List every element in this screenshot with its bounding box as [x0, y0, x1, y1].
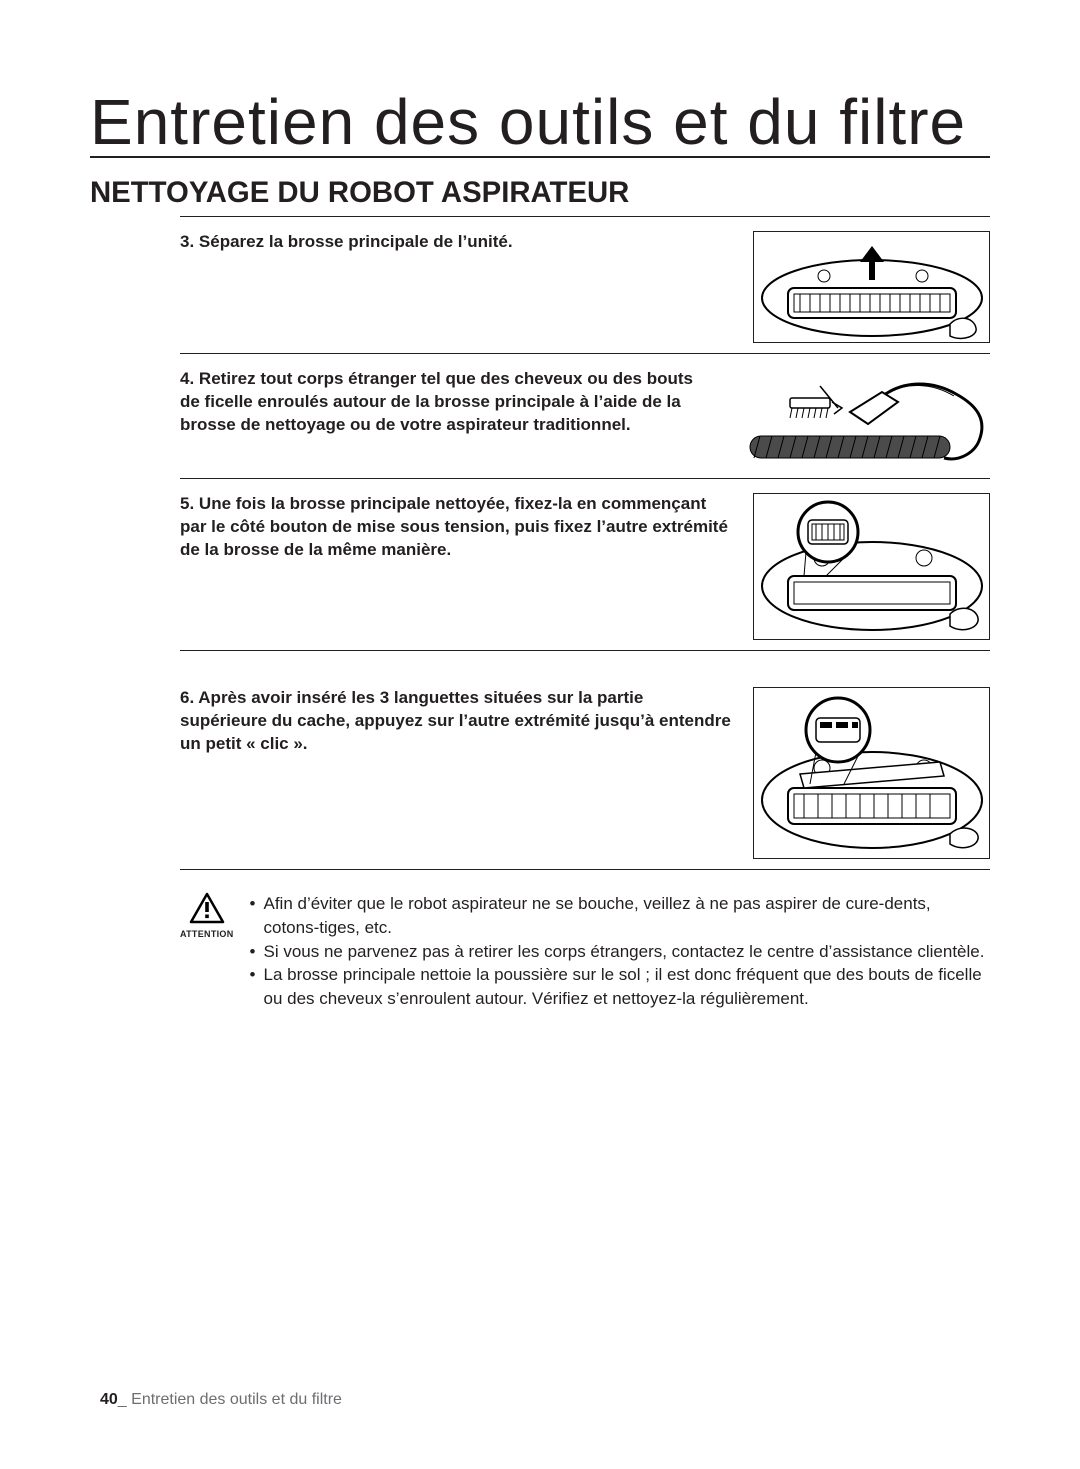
bullet-marker: •: [250, 940, 256, 964]
bullet-item: • Si vous ne parvenez pas à retirer les …: [250, 940, 990, 964]
step-body: Séparez la brosse principale de l’unité.: [199, 232, 513, 251]
bullet-text: Si vous ne parvenez pas à retirer les co…: [263, 940, 984, 964]
section-heading: NETTOYAGE DU ROBOT ASPIRATEUR: [90, 176, 990, 210]
step-number: 6.: [180, 688, 194, 707]
page-number: 40: [100, 1391, 118, 1408]
step-row: 5. Une fois la brosse principale nettoyé…: [180, 479, 990, 650]
step-body: Une fois la brosse principale nettoyée, …: [180, 494, 728, 559]
robot-illustration-icon: [754, 232, 989, 342]
figure-robot-insert-brush: [753, 493, 990, 640]
attention-block: ATTENTION • Afin d’éviter que le robot a…: [180, 870, 990, 1011]
footer-text: Entretien des outils et du filtre: [131, 1391, 342, 1408]
manual-page: Entretien des outils et du filtre NETTOY…: [0, 0, 1080, 1469]
step-row: 4. Retirez tout corps étranger tel que d…: [180, 354, 990, 478]
step-figure: [730, 368, 990, 468]
step-text: 3. Séparez la brosse principale de l’uni…: [180, 231, 733, 254]
steps-column: 3. Séparez la brosse principale de l’uni…: [180, 216, 990, 1011]
page-title: Entretien des outils et du filtre: [90, 90, 990, 158]
warning-triangle-icon: [189, 892, 225, 924]
attention-icon-block: ATTENTION: [180, 892, 234, 939]
step-figure: [753, 231, 990, 343]
step-body: Après avoir inséré les 3 languettes situ…: [180, 688, 731, 753]
step-number: 4.: [180, 369, 194, 388]
figure-robot-remove-brush: [753, 231, 990, 343]
bullet-item: • Afin d’éviter que le robot aspirateur …: [250, 892, 990, 940]
step-number: 3.: [180, 232, 194, 251]
step-row: 6. Après avoir inséré les 3 languettes s…: [180, 673, 990, 869]
bullet-text: La brosse principale nettoie la poussièr…: [263, 963, 990, 1011]
step-number: 5.: [180, 494, 194, 513]
step-figure: [753, 687, 990, 859]
bullet-text: Afin d’éviter que le robot aspirateur ne…: [263, 892, 990, 940]
step-figure: [753, 493, 990, 640]
robot-cover-illustration-icon: [754, 688, 989, 858]
attention-label: ATTENTION: [180, 929, 234, 939]
brush-vacuum-illustration-icon: [730, 368, 990, 468]
page-footer: 40_ Entretien des outils et du filtre: [100, 1391, 342, 1409]
robot-insert-illustration-icon: [754, 494, 989, 639]
bullet-marker: •: [250, 892, 256, 940]
figure-brush-vacuum: [730, 368, 990, 468]
attention-bullets: • Afin d’éviter que le robot aspirateur …: [250, 892, 990, 1011]
step-row: 3. Séparez la brosse principale de l’uni…: [180, 217, 990, 353]
step-text: 6. Après avoir inséré les 3 languettes s…: [180, 687, 733, 756]
bullet-item: • La brosse principale nettoie la poussi…: [250, 963, 990, 1011]
footer-separator: _: [118, 1391, 131, 1408]
bullet-marker: •: [250, 963, 256, 1011]
step-text: 4. Retirez tout corps étranger tel que d…: [180, 368, 710, 437]
figure-robot-close-cover: [753, 687, 990, 859]
step-text: 5. Une fois la brosse principale nettoyé…: [180, 493, 733, 562]
step-body: Retirez tout corps étranger tel que des …: [180, 369, 693, 434]
